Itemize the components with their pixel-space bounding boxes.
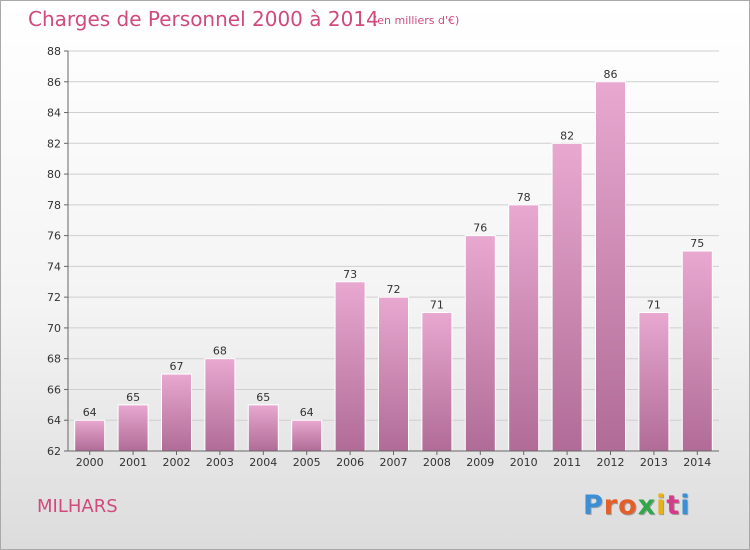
chart-title: Charges de Personnel 2000 à 2014	[28, 7, 379, 31]
bar	[334, 281, 366, 452]
x-tick-label: 2011	[553, 456, 581, 469]
bar	[464, 235, 496, 452]
logo-letter: x	[637, 490, 657, 521]
bar	[161, 373, 192, 452]
bar	[117, 404, 149, 452]
bar	[291, 419, 323, 452]
x-tick-label: 2004	[249, 456, 277, 469]
x-tick-label: 2012	[597, 456, 625, 469]
value-label: 86	[604, 68, 618, 81]
value-label: 64	[83, 406, 97, 419]
y-tick-label: 82	[47, 137, 61, 150]
y-tick-label: 68	[47, 353, 61, 366]
y-tick-label: 64	[47, 414, 61, 427]
y-tick-label: 86	[47, 76, 61, 89]
y-tick-label: 74	[47, 260, 61, 273]
x-tick-label: 2008	[423, 456, 451, 469]
value-label: 78	[517, 191, 531, 204]
x-tick-label: 2006	[336, 456, 364, 469]
value-label: 73	[343, 268, 357, 281]
y-tick-label: 66	[47, 383, 61, 396]
x-tick-label: 2010	[510, 456, 538, 469]
logo-letter: o	[618, 490, 638, 521]
x-tick-label: 2000	[76, 456, 104, 469]
value-label: 71	[430, 299, 444, 312]
y-tick-label: 78	[47, 199, 61, 212]
x-tick-label: 2001	[119, 456, 147, 469]
value-label: 71	[647, 299, 661, 312]
x-tick-label: 2002	[163, 456, 191, 469]
value-label: 65	[256, 391, 270, 404]
bar	[551, 142, 583, 452]
logo-letter: P	[583, 490, 604, 521]
y-tick-label: 62	[47, 445, 61, 458]
logo-letter: i	[656, 490, 667, 521]
logo-letter: r	[603, 490, 619, 521]
value-label: 75	[690, 237, 704, 250]
x-tick-label: 2013	[640, 456, 668, 469]
x-tick-label: 2014	[683, 456, 711, 469]
proxiti-logo[interactable]: Proxiti	[583, 490, 691, 521]
x-tick-label: 2007	[380, 456, 408, 469]
value-label: 72	[387, 283, 401, 296]
x-tick-label: 2005	[293, 456, 321, 469]
x-tick-label: 2009	[466, 456, 494, 469]
value-label: 82	[560, 129, 574, 142]
logo-letter: i	[680, 490, 691, 521]
y-tick-label: 72	[47, 291, 61, 304]
bar	[421, 312, 453, 452]
bar	[74, 419, 106, 452]
value-label: 68	[213, 345, 227, 358]
value-label: 65	[126, 391, 140, 404]
commune-name: MILHARS	[37, 496, 118, 517]
logo-letter: t	[666, 490, 681, 521]
y-tick-label: 88	[47, 45, 61, 58]
bar	[247, 404, 279, 452]
bar	[681, 250, 713, 452]
y-tick-label: 80	[47, 168, 61, 181]
chart-subtitle: (en milliers d'€)	[373, 14, 460, 27]
bar	[638, 312, 670, 452]
bar	[508, 204, 540, 452]
value-label: 64	[300, 406, 314, 419]
bar	[378, 296, 409, 452]
bar	[204, 358, 236, 452]
value-label: 67	[170, 360, 184, 373]
y-tick-label: 76	[47, 230, 61, 243]
y-tick-label: 70	[47, 322, 61, 335]
y-tick-label: 84	[47, 107, 61, 120]
bar	[595, 81, 626, 452]
value-label: 76	[473, 222, 487, 235]
x-tick-label: 2003	[206, 456, 234, 469]
